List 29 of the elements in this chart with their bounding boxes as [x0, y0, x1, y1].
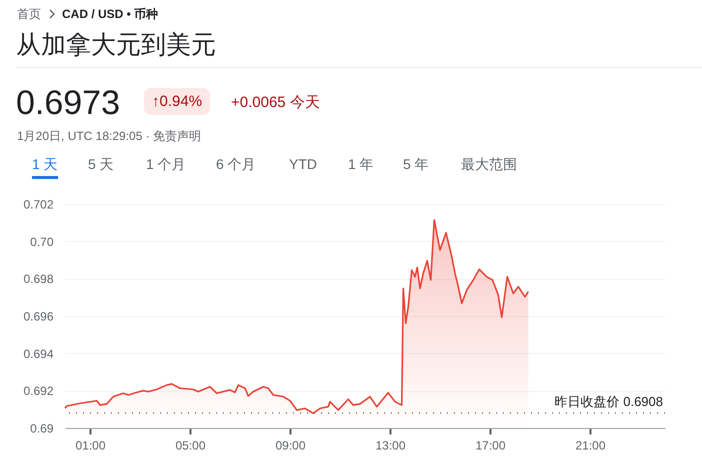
y-tick-label: 0.70: [30, 234, 54, 249]
x-tick-label: 09:00: [275, 438, 306, 452]
x-tick-label: 21:00: [575, 438, 606, 452]
text: 0.6973: [16, 84, 120, 123]
y-tick-label: 0.694: [23, 346, 54, 361]
y-tick-label: 0.69: [30, 422, 54, 436]
text: YTD: [289, 156, 317, 172]
text: 最大范围: [461, 156, 517, 174]
x-tick-label: 17:00: [475, 438, 506, 452]
x-tick-label: 01:00: [75, 438, 106, 452]
y-tick-label: 0.692: [23, 384, 54, 398]
x-tick-label: 13:00: [375, 438, 406, 452]
text: +0.0065 今天: [231, 93, 320, 112]
text: 1 天: [32, 156, 58, 179]
text: 6 个月: [216, 156, 256, 174]
text: 1月20日, UTC 18:29:05 · 免责声明: [17, 128, 202, 145]
text: CAD / USD • 币种: [62, 6, 158, 23]
y-tick-label: 0.702: [23, 198, 54, 212]
text: ↑0.94%: [144, 88, 210, 115]
text: 首页: [17, 6, 41, 23]
y-tick-label: 0.698: [23, 272, 54, 286]
y-tick-label: 0.696: [23, 310, 54, 324]
text: 1 年: [348, 156, 374, 174]
ref-line-label: 昨日收盘价 0.6908: [554, 394, 663, 410]
x-tick-label: 05:00: [175, 438, 206, 452]
text: 5 年: [403, 156, 429, 174]
chart-title: 从加拿大元到美元: [16, 30, 216, 61]
text: 5 天: [88, 156, 114, 174]
text: 1 个月: [146, 156, 186, 174]
